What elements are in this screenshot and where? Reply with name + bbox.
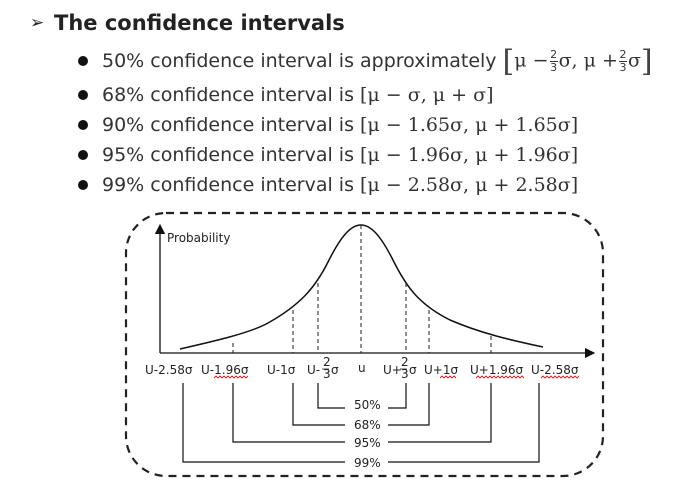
frac-den: 3 [550, 60, 558, 74]
list-item: 50% confidence interval is approximately… [78, 44, 653, 79]
bracket-95-right [388, 383, 492, 443]
tick-label: U-1.96σ [201, 363, 249, 377]
bullet-text: 68% confidence interval is [102, 84, 354, 106]
tick-frac-den: 3 [401, 367, 409, 381]
bracket-99-left [182, 383, 345, 463]
sigma-markers [232, 225, 492, 353]
bullet-dot-icon [78, 120, 88, 130]
dashed-frame [124, 211, 605, 478]
bullet-dot-icon [78, 180, 88, 190]
bullet-formula: [μ − σ, μ + σ] [359, 84, 494, 106]
y-axis-label: Probability [167, 231, 230, 245]
bullet-dot-icon [78, 90, 88, 100]
bullet-dot-icon [78, 56, 88, 66]
bracket-99-right [388, 383, 540, 463]
bracket-50-left [317, 383, 345, 409]
spellcheck-underlines [213, 375, 580, 379]
list-item: 95% confidence interval is [μ − 1.96σ, μ… [78, 140, 653, 170]
tick-frac-num: 2 [323, 355, 331, 369]
formula-part: σ, μ + [558, 49, 618, 71]
bullet-dot-icon [78, 150, 88, 160]
interval-label-50: 50% [354, 398, 381, 412]
frac-den: 3 [619, 60, 627, 74]
section-heading: ➢ The confidence intervals [30, 8, 345, 38]
bullet-formula: [μ − 2.58σ, μ + 2.58σ] [359, 174, 579, 196]
tick-label: σ [409, 363, 417, 377]
tick-label: σ [331, 363, 339, 377]
list-item: 90% confidence interval is [μ − 1.65σ, μ… [78, 110, 653, 140]
bracket-95-left [232, 383, 345, 443]
frac-num: 2 [550, 47, 558, 61]
formula-part: σ [627, 49, 641, 71]
bracket-50-right [388, 383, 407, 409]
bullet-text: 99% confidence interval is [102, 174, 354, 196]
interval-label-99: 99% [354, 456, 381, 470]
tick-label: u [358, 361, 366, 375]
tick-labels: U-2.58σ U-1.96σ U-1σ U- 2 3 σ u U+ 2 3 σ… [145, 355, 579, 381]
list-item: 99% confidence interval is [μ − 2.58σ, μ… [78, 170, 653, 200]
tick-label: U- [307, 363, 320, 377]
bullet-text: 50% confidence interval is approximately [102, 50, 497, 72]
frac-num: 2 [619, 47, 627, 61]
bullet-formula: [μ − 1.96σ, μ + 1.96σ] [359, 144, 579, 166]
bracket-68-right [388, 383, 430, 426]
bracket-close: ] [640, 43, 653, 79]
tick-frac-den: 3 [323, 367, 331, 381]
tick-label: U+1.96σ [470, 363, 524, 377]
bullet-formula: [μ −2 3 σ, μ +2 3 σ] [503, 44, 653, 79]
tick-label: U+1σ [424, 363, 458, 377]
formula-part: μ − [514, 49, 549, 71]
tick-label: U-1σ [267, 363, 296, 377]
interval-label-68: 68% [354, 418, 381, 432]
interval-list: 50% confidence interval is approximately… [78, 44, 653, 200]
tick-frac-num: 2 [401, 355, 409, 369]
tick-label: U-2.58σ [145, 363, 193, 377]
bracket-open: [ [502, 43, 515, 79]
bullet-text: 90% confidence interval is [102, 114, 354, 136]
heading-title: The confidence intervals [54, 11, 345, 35]
bracket-68-left [292, 383, 345, 426]
interval-brackets [182, 383, 540, 463]
bullet-formula: [μ − 1.65σ, μ + 1.65σ] [359, 114, 579, 136]
arrow-bullet-icon: ➢ [30, 13, 45, 32]
bullet-text: 95% confidence interval is [102, 144, 354, 166]
tick-label: U+ [383, 363, 402, 377]
list-item: 68% confidence interval is [μ − σ, μ + σ… [78, 80, 653, 110]
tick-label: U-2.58σ [531, 363, 579, 377]
interval-label-95: 95% [354, 436, 381, 450]
